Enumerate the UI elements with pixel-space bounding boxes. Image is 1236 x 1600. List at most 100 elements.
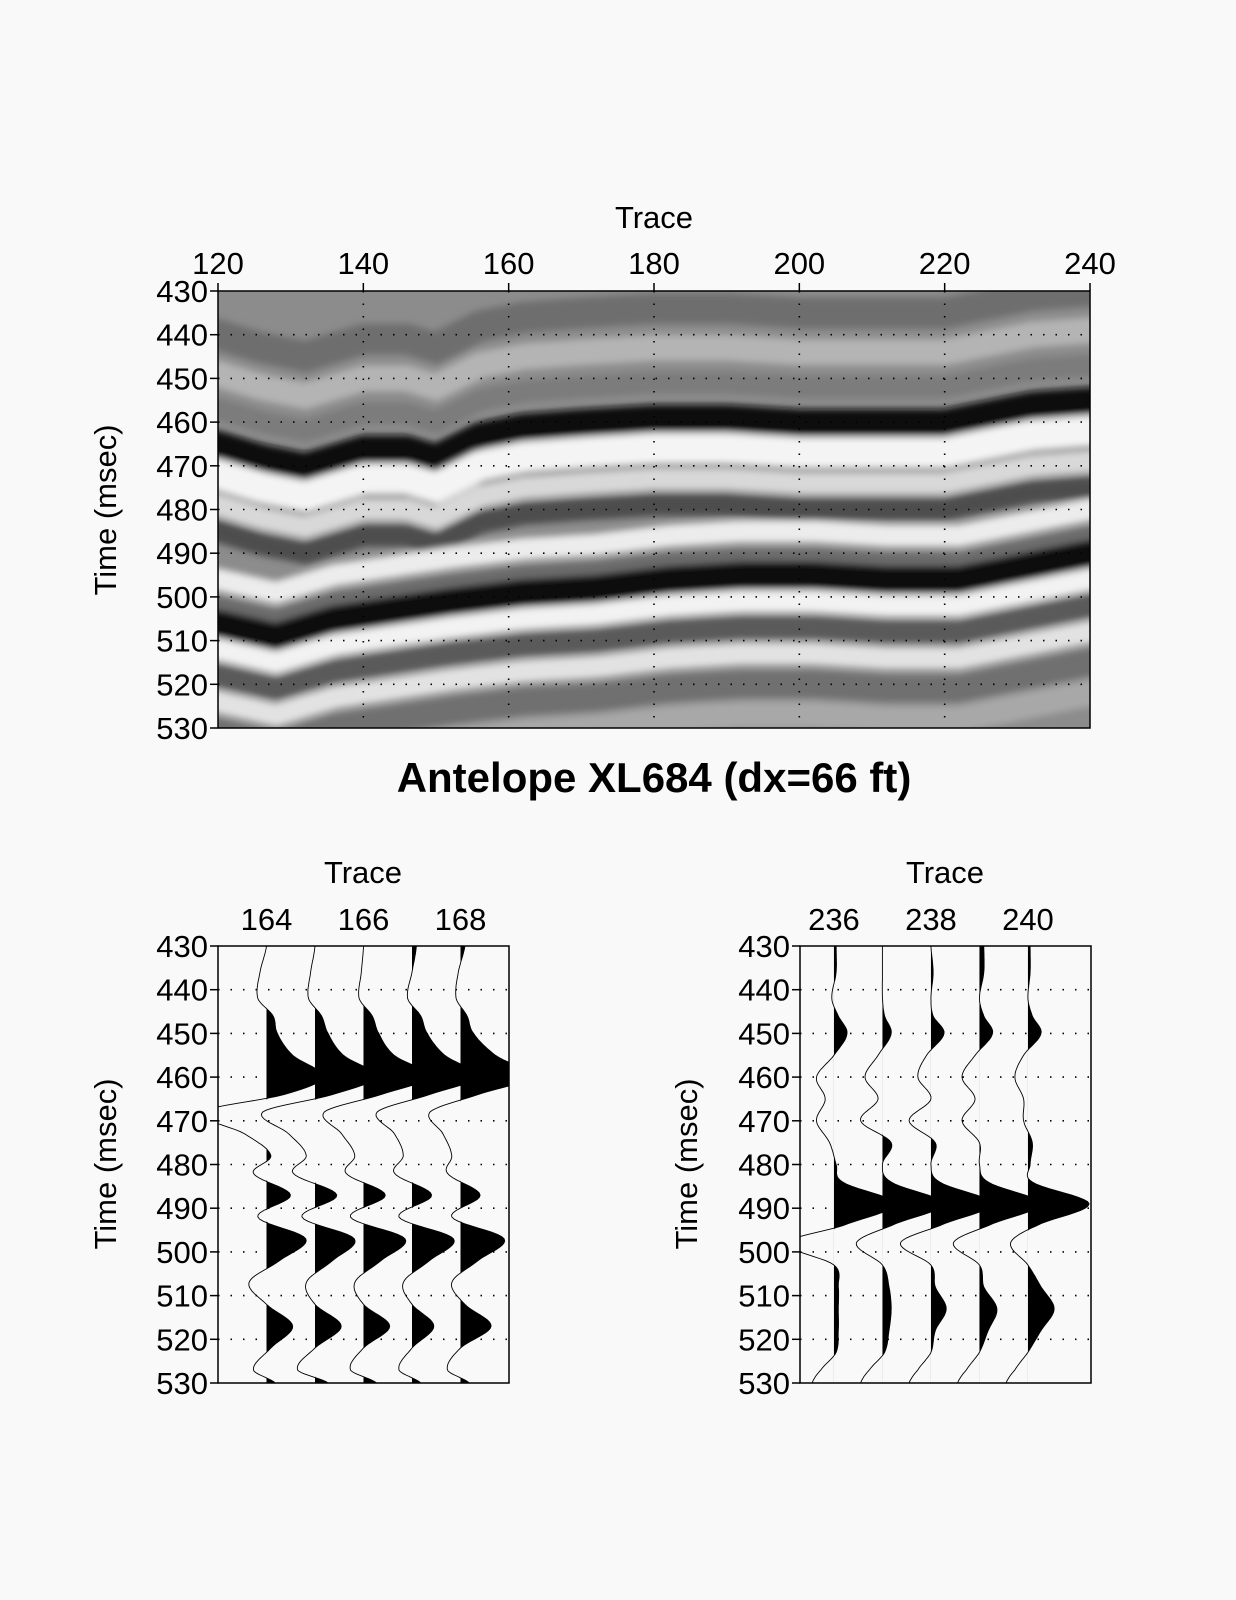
y-tick-label: 460 (156, 1060, 208, 1095)
trace-fill (363, 946, 429, 1383)
section-x-ticks: 120 140 160 180 200 220 240 (192, 246, 1116, 291)
y-tick-label: 450 (156, 1016, 208, 1051)
y-tick-label: 470 (156, 449, 208, 484)
wiggle-right-x-axis-title: Trace (906, 855, 984, 890)
trace-wiggle (855, 946, 945, 1383)
wiggle-left-traces (218, 946, 509, 1383)
trace-wiggle (375, 946, 478, 1383)
wiggle-right-panel: Trace Time (msec) 236 238 240 430 440 450 460… (669, 855, 1092, 1401)
y-tick-label: 490 (156, 536, 208, 571)
reflector-band (218, 620, 1090, 727)
y-tick-label: 480 (156, 1148, 208, 1183)
reflector-band (218, 498, 1090, 604)
y-tick-label: 490 (156, 1191, 208, 1226)
wiggle-left-x-axis-title: Trace (324, 855, 402, 890)
y-tick-label: 520 (738, 1322, 790, 1357)
reflector-band (218, 291, 1090, 373)
x-tick-label: 240 (1064, 246, 1116, 281)
y-tick-label: 520 (156, 1322, 208, 1357)
section-y-ticks: 430 440 450 460 470 480 490 500 510 520 530 (156, 274, 218, 746)
x-tick-label: 120 (192, 246, 244, 281)
y-tick-label: 530 (156, 711, 208, 746)
wiggle-left-y-axis-title: Time (msec) (88, 1078, 123, 1249)
y-tick-label: 440 (156, 318, 208, 353)
reflector-band (218, 594, 1090, 700)
y-tick-label: 460 (156, 405, 208, 440)
figure-title: Antelope XL684 (dx=66 ft) (397, 754, 912, 801)
y-tick-label: 470 (156, 1104, 208, 1139)
x-tick-label: 240 (1002, 902, 1054, 937)
trace-wiggle (260, 946, 377, 1383)
x-tick-label: 160 (483, 246, 535, 281)
wiggle-left-y-ticks: 430 440 450 460 470 480 490 500 510 520 530 (156, 929, 218, 1401)
reflector-band (218, 387, 1090, 480)
wiggle-right-frame (799, 945, 1092, 1384)
trace-fill (460, 946, 509, 1383)
y-tick-label: 500 (156, 1235, 208, 1270)
trace-wiggle (218, 946, 324, 1383)
wiggle-left-frame (217, 945, 510, 1384)
trace-wiggle (1005, 946, 1090, 1383)
trace-fill (266, 946, 324, 1383)
wiggle-right-traces (800, 946, 1090, 1383)
reflector-band (218, 649, 1090, 728)
x-tick-label: 200 (773, 246, 825, 281)
y-tick-label: 460 (738, 1060, 790, 1095)
y-tick-label: 450 (156, 361, 208, 396)
section-frame (217, 290, 1091, 729)
y-tick-label: 530 (156, 1366, 208, 1401)
x-tick-label: 140 (337, 246, 389, 281)
section-panel: Trace Time (msec) 120 140 160 180 200 220 240 … (88, 200, 1116, 746)
y-tick-label: 510 (156, 624, 208, 659)
x-tick-label: 180 (628, 246, 680, 281)
y-tick-label: 530 (738, 1366, 790, 1401)
y-tick-label: 480 (738, 1148, 790, 1183)
section-image (218, 291, 1090, 728)
y-tick-label: 490 (738, 1191, 790, 1226)
x-tick-label: 164 (241, 902, 293, 937)
reflector-band (218, 568, 1090, 674)
trace-wiggle (800, 946, 896, 1383)
wiggle-left-panel: Trace Time (msec) 164 166 168 430 440 450 460… (88, 855, 510, 1401)
y-tick-label: 520 (156, 667, 208, 702)
section-reflectors (218, 291, 1090, 728)
section-y-axis-title: Time (msec) (88, 424, 123, 595)
trace-wiggle (322, 946, 430, 1383)
y-tick-label: 430 (156, 274, 208, 309)
wiggle-right-y-axis-title: Time (msec) (669, 1078, 704, 1249)
reflector-band (218, 476, 1090, 565)
y-tick-label: 450 (738, 1016, 790, 1051)
y-tick-label: 500 (738, 1235, 790, 1270)
reflector-band (218, 354, 1090, 443)
y-tick-label: 440 (738, 973, 790, 1008)
reflector-band (218, 415, 1090, 513)
x-tick-label: 238 (905, 902, 957, 937)
y-tick-label: 500 (156, 580, 208, 615)
x-tick-label: 168 (435, 902, 487, 937)
wiggle-right-x-ticks: 236 238 240 (808, 902, 1054, 937)
reflector-band (218, 526, 1090, 628)
wiggle-right-y-ticks: 430 440 450 460 470 480 490 500 510 520 530 (738, 929, 800, 1401)
y-tick-label: 470 (738, 1104, 790, 1139)
trace-fill (1027, 946, 1090, 1383)
y-tick-label: 480 (156, 493, 208, 528)
y-tick-label: 430 (738, 929, 790, 964)
trace-fill (412, 946, 478, 1383)
reflector-band (449, 679, 1090, 728)
x-tick-label: 236 (808, 902, 860, 937)
y-tick-label: 510 (156, 1279, 208, 1314)
trace-wiggle (952, 946, 1042, 1383)
y-tick-label: 430 (156, 929, 208, 964)
y-tick-label: 440 (156, 973, 208, 1008)
reflector-band (218, 540, 1090, 650)
x-tick-label: 220 (919, 246, 971, 281)
x-tick-label: 166 (338, 902, 390, 937)
trace-wiggle (899, 946, 993, 1383)
trace-wiggle (428, 946, 509, 1383)
y-tick-label: 510 (738, 1279, 790, 1314)
reflector-band (218, 317, 1090, 410)
section-x-axis-title: Trace (615, 200, 693, 235)
wiggle-left-x-ticks: 164 166 168 (241, 902, 487, 937)
trace-fill (315, 946, 377, 1383)
